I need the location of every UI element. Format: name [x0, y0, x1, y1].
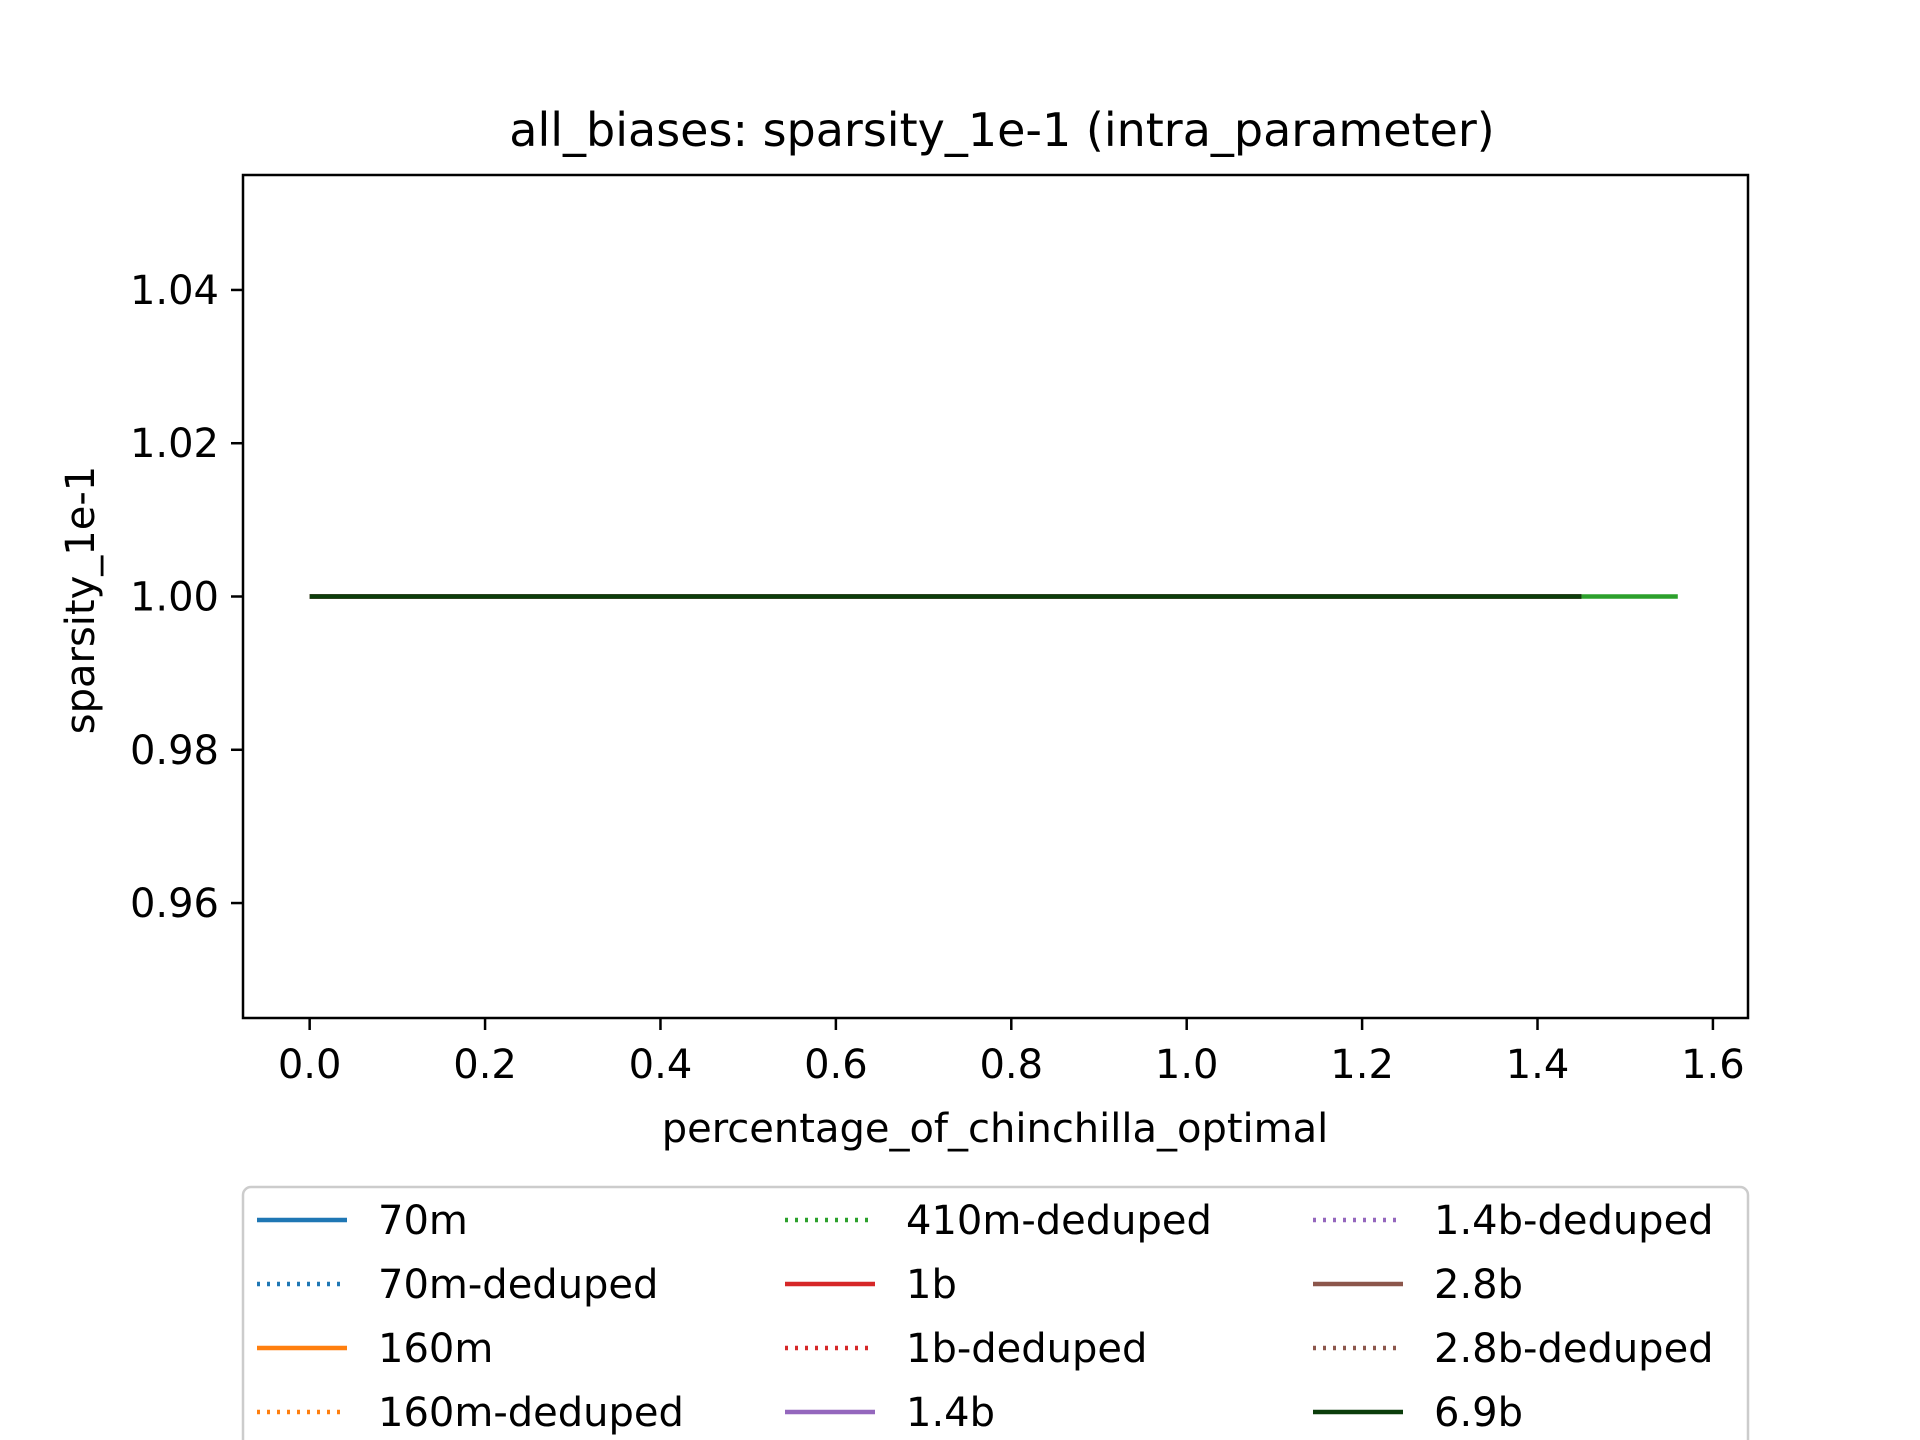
legend-label: 1b — [906, 1262, 957, 1308]
legend-label: 6.9b — [1434, 1390, 1523, 1436]
legend: 70m 70m-deduped 160m 160m-deduped 410m-dedup… — [241, 1185, 1750, 1440]
legend-label: 1b-deduped — [906, 1326, 1147, 1372]
y-tick-label: 1.02 — [130, 421, 219, 467]
legend-item-70m: 70m — [257, 1198, 468, 1244]
y-tick-label: 1.00 — [130, 575, 219, 621]
y-tick-label: 0.96 — [130, 881, 219, 927]
legend-item-1b: 1b — [785, 1262, 957, 1308]
legend-label: 160m — [378, 1326, 493, 1372]
legend-item-1b-deduped: 1b-deduped — [785, 1326, 1147, 1372]
legend-entries: 70m 70m-deduped 160m 160m-deduped 410m-dedup… — [257, 1198, 1714, 1436]
legend-label: 70m — [378, 1198, 468, 1244]
x-tick-label: 1.4 — [1506, 1042, 1570, 1088]
legend-item-6-9b: 6.9b — [1313, 1390, 1523, 1436]
x-axis-label: percentage_of_chinchilla_optimal — [662, 1106, 1329, 1152]
legend-item-1-4b: 1.4b — [785, 1390, 995, 1436]
x-tick-label: 1.0 — [1155, 1042, 1219, 1088]
y-axis-ticks: 0.96 0.98 1.00 1.02 1.04 — [130, 268, 243, 927]
legend-item-70m-deduped: 70m-deduped — [257, 1262, 658, 1308]
legend-label: 160m-deduped — [378, 1390, 684, 1436]
legend-item-2-8b: 2.8b — [1313, 1262, 1523, 1308]
y-tick-label: 1.04 — [130, 268, 219, 314]
y-axis-label: sparsity_1e-1 — [58, 466, 104, 734]
legend-item-2-8b-deduped: 2.8b-deduped — [1313, 1326, 1714, 1372]
chart-title: all_biases: sparsity_1e-1 (intra_paramet… — [509, 103, 1494, 157]
legend-label: 2.8b — [1434, 1262, 1523, 1308]
x-tick-label: 0.6 — [804, 1042, 868, 1088]
x-tick-label: 1.6 — [1681, 1042, 1745, 1088]
x-tick-label: 0.0 — [278, 1042, 342, 1088]
x-axis-ticks: 0.0 0.2 0.4 0.6 0.8 1.0 1.2 1.4 1.6 — [278, 1018, 1745, 1088]
legend-item-160m-deduped: 160m-deduped — [257, 1390, 684, 1436]
x-tick-label: 0.4 — [629, 1042, 693, 1088]
legend-label: 410m-deduped — [906, 1198, 1212, 1244]
x-tick-label: 0.8 — [979, 1042, 1043, 1088]
legend-box — [241, 1185, 1750, 1440]
x-tick-label: 1.2 — [1330, 1042, 1394, 1088]
x-tick-label: 0.2 — [453, 1042, 517, 1088]
y-tick-label: 0.98 — [130, 728, 219, 774]
legend-label: 2.8b-deduped — [1434, 1326, 1714, 1372]
legend-item-160m: 160m — [257, 1326, 493, 1372]
legend-item-1-4b-deduped: 1.4b-deduped — [1313, 1198, 1714, 1244]
legend-item-410m-deduped: 410m-deduped — [785, 1198, 1212, 1244]
legend-label: 1.4b — [906, 1390, 995, 1436]
legend-label: 1.4b-deduped — [1434, 1198, 1714, 1244]
legend-label: 70m-deduped — [378, 1262, 658, 1308]
